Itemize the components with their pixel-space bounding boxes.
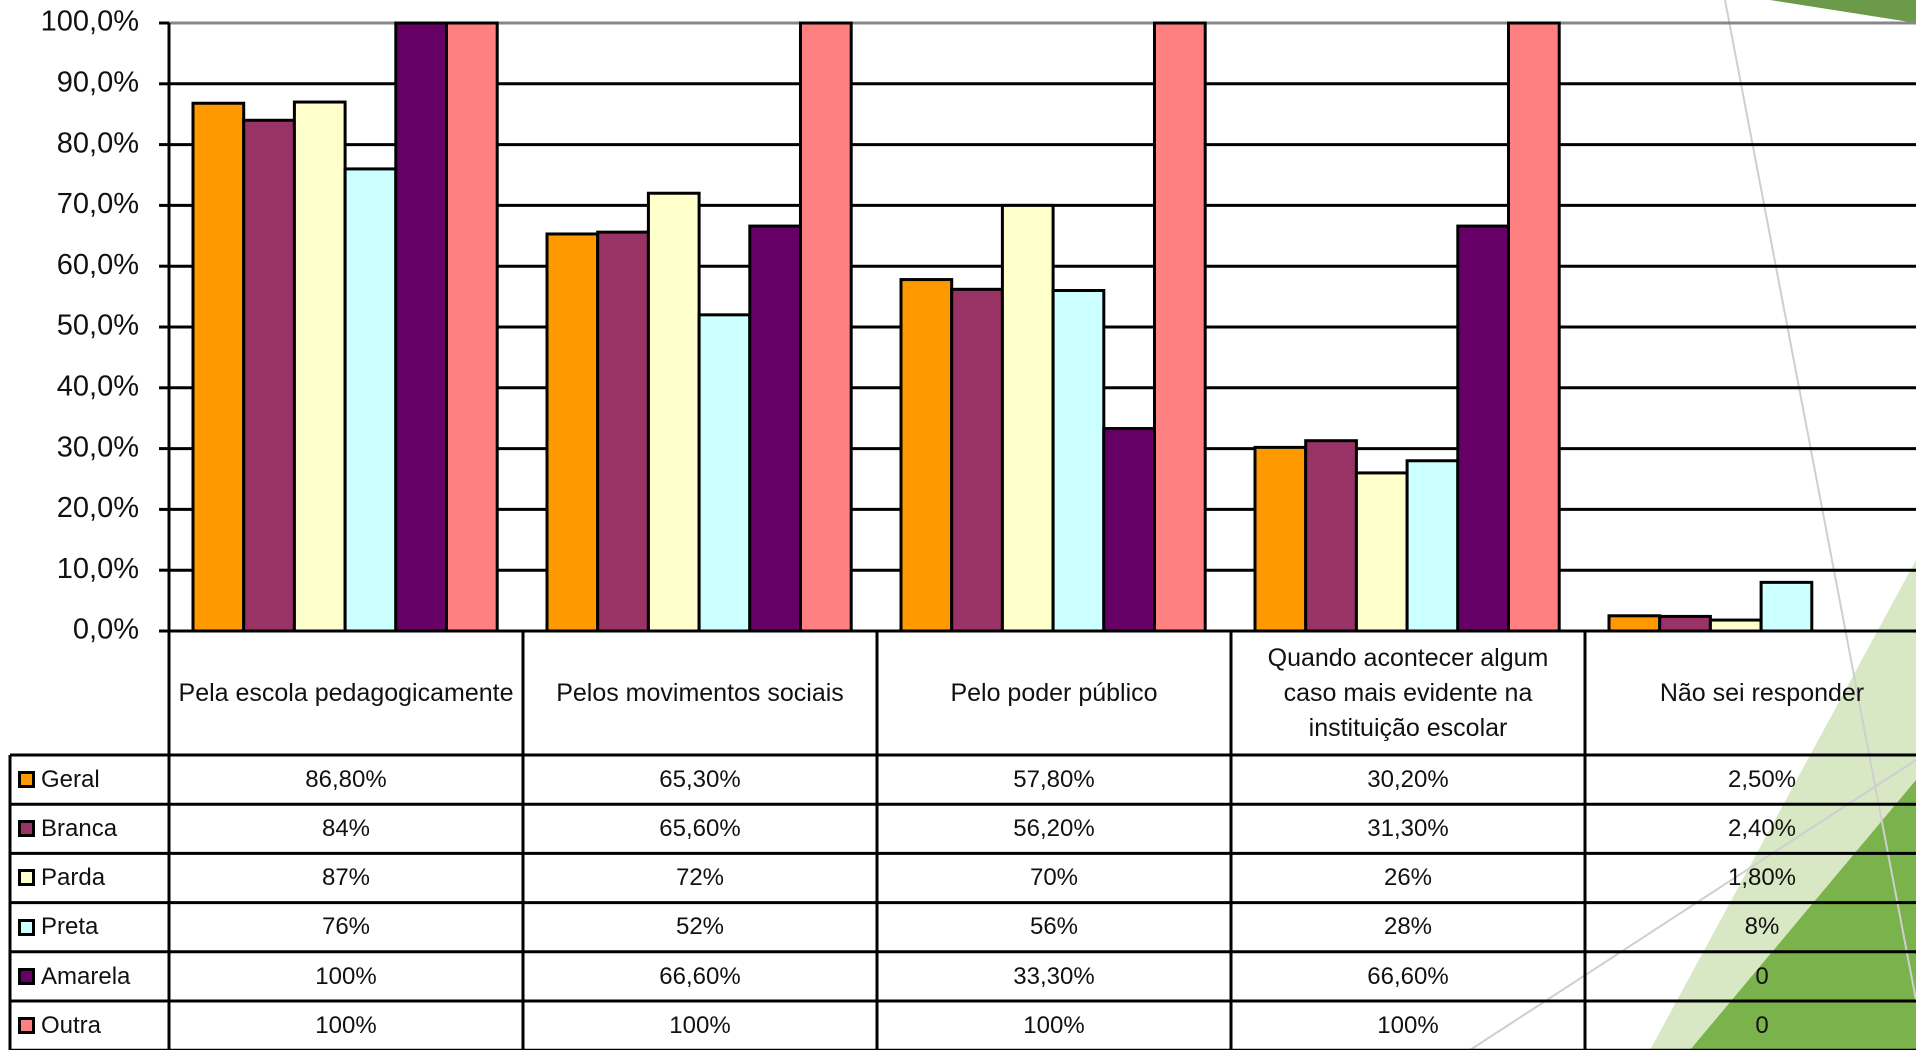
table-value: 56,20% [1013, 814, 1095, 842]
category-label: Pelo poder público [950, 678, 1158, 707]
bar [191, 101, 246, 633]
bar [242, 118, 296, 633]
legend-key [18, 869, 35, 887]
bar [950, 287, 1004, 633]
y-tick-label: 80,0% [57, 127, 139, 159]
bar [799, 21, 853, 633]
table-value: 57,80% [1013, 765, 1095, 793]
table-value: 65,30% [659, 765, 741, 793]
bar [1102, 427, 1157, 633]
table-value: 84% [321, 814, 371, 842]
legend-label: Preta [41, 913, 99, 941]
y-tick-label: 30,0% [57, 431, 139, 463]
bar [1507, 21, 1561, 633]
y-tick-label: 90,0% [57, 66, 139, 98]
legend-entry: Parda [10, 853, 169, 902]
table-value: 86,80% [305, 765, 387, 793]
bar [1759, 580, 1814, 633]
table-value: 0 [1755, 1011, 1769, 1039]
table-value: 100% [315, 962, 377, 990]
table-value: 1,80% [1727, 864, 1797, 892]
table-value: 72% [675, 864, 725, 892]
legend-label: Geral [41, 765, 100, 793]
table-value: 30,20% [1367, 765, 1449, 793]
bar [1253, 445, 1308, 633]
bar [596, 230, 650, 633]
legend-label: Branca [41, 814, 118, 842]
legend-entry: Branca [10, 804, 169, 853]
table-value: 31,30% [1367, 814, 1449, 842]
bar [646, 191, 701, 633]
table-value: 70% [1029, 864, 1079, 892]
y-tick-label: 50,0% [57, 310, 139, 342]
legend-label: Parda [41, 864, 106, 892]
bar [697, 313, 752, 633]
bar [1051, 289, 1106, 633]
bar [748, 224, 802, 633]
y-tick-label: 20,0% [57, 492, 139, 524]
bar [445, 21, 499, 633]
legend-entry: Amarela [10, 952, 169, 1001]
table-value: 65,60% [659, 814, 741, 842]
y-tick-label: 100,0% [41, 6, 139, 38]
bar [1658, 614, 1712, 633]
bar [292, 100, 347, 633]
table-value: 66,60% [1367, 962, 1449, 990]
category-label: Não sei responder [1659, 678, 1865, 707]
table-value: 52% [675, 913, 725, 941]
table-value: 100% [315, 1011, 377, 1039]
table-value: 76% [321, 913, 371, 941]
legend-key [18, 771, 35, 789]
category-label: Pela escola pedagogicamente [178, 678, 514, 707]
bar [545, 232, 600, 633]
legend-key [18, 820, 35, 838]
table-value: 87% [321, 864, 371, 892]
bar [899, 278, 954, 633]
category-label: Pelos movimentos sociais [556, 678, 844, 707]
legend-label: Amarela [41, 962, 131, 990]
table-value: 2,40% [1727, 814, 1797, 842]
bar [343, 167, 398, 633]
y-tick-label: 40,0% [57, 370, 139, 402]
table-value: 100% [1377, 1011, 1439, 1039]
bar [1405, 459, 1460, 633]
table-value: 100% [1023, 1011, 1085, 1039]
y-tick-label: 60,0% [57, 249, 139, 281]
table-value: 66,60% [659, 962, 741, 990]
table-value: 56% [1029, 913, 1079, 941]
legend-key [18, 918, 35, 936]
legend-key [18, 1017, 35, 1035]
legend-key [18, 967, 35, 985]
table-value: 0 [1755, 962, 1769, 990]
bar [1354, 471, 1409, 633]
bar [394, 21, 448, 633]
table-value: 26% [1383, 864, 1433, 892]
bar [1456, 224, 1511, 633]
bar [1304, 439, 1358, 633]
legend-entry: Geral [10, 755, 169, 804]
bar [1607, 614, 1662, 633]
legend-entry: Outra [10, 1001, 169, 1050]
bar [1708, 618, 1763, 633]
category-label: Quando acontecer algum caso mais evident… [1267, 643, 1549, 742]
bar [1000, 203, 1055, 633]
legend-label: Outra [41, 1011, 102, 1039]
table-value: 2,50% [1727, 765, 1797, 793]
y-tick-label: 70,0% [57, 188, 139, 220]
y-tick-label: 0,0% [73, 614, 139, 646]
table-value: 28% [1383, 913, 1433, 941]
bar [1153, 21, 1207, 633]
legend-entry: Preta [10, 903, 169, 952]
table-value: 8% [1744, 913, 1780, 941]
table-value: 100% [669, 1011, 731, 1039]
y-tick-label: 10,0% [57, 553, 139, 585]
table-value: 33,30% [1013, 962, 1095, 990]
